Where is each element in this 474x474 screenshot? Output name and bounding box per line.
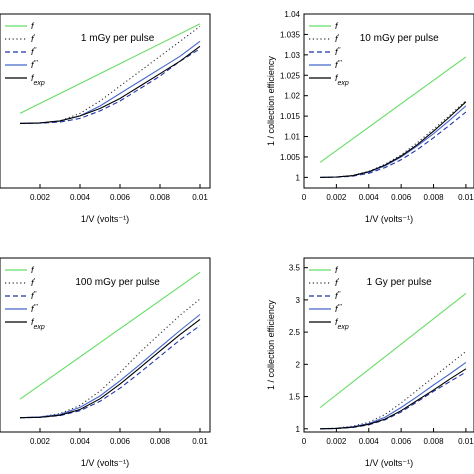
- legend-label: fexp: [335, 317, 349, 331]
- legend-label: f: [335, 265, 339, 275]
- y-tick-label: 1.025: [280, 71, 301, 80]
- y-tick-label: 1.005: [280, 153, 301, 162]
- x-tick-label: 0.002: [30, 437, 51, 446]
- legend-label: f''': [31, 60, 38, 71]
- legend-label: f: [335, 21, 339, 31]
- series-line: [19, 314, 201, 419]
- legend-label: f': [31, 34, 36, 45]
- series-line: [19, 40, 201, 124]
- x-tick-label: 0.004: [359, 437, 380, 446]
- x-tick-label: 0.002: [30, 193, 51, 202]
- y-tick-label: 3.5: [289, 264, 301, 273]
- panel-annotation: 100 mGy per pulse: [75, 277, 160, 288]
- legend-label: f: [31, 265, 35, 275]
- x-tick-label: 0.01: [192, 437, 208, 446]
- y-tick-label: 1.5: [289, 393, 301, 402]
- legend-label: fexp: [335, 73, 349, 87]
- y-tick-label: 1: [296, 425, 301, 434]
- x-tick-label: 0.004: [359, 193, 380, 202]
- x-tick-label: 0.006: [391, 193, 412, 202]
- x-tick-label: 0.002: [326, 193, 347, 202]
- series-line: [320, 350, 467, 430]
- series-line: [320, 105, 467, 178]
- series-line: [320, 100, 467, 178]
- legend-label: f': [31, 278, 36, 289]
- series-line: [19, 45, 201, 124]
- series-line: [19, 271, 201, 400]
- x-tick-label: 0.01: [192, 193, 208, 202]
- x-tick-label: 0.008: [150, 437, 171, 446]
- series-line: [320, 361, 467, 430]
- x-tick-label: 0.01: [458, 437, 474, 446]
- series-line: [19, 23, 201, 114]
- x-tick-label: 0.002: [326, 437, 347, 446]
- x-axis-label: 1/V (volts⁻¹): [365, 214, 413, 224]
- legend-label: f''': [31, 304, 38, 315]
- legend-label: fexp: [31, 317, 45, 331]
- y-tick-label: 1.02: [284, 92, 300, 101]
- plot-frame: [303, 13, 474, 189]
- series-line: [320, 101, 467, 178]
- legend-label: f''': [335, 304, 342, 315]
- y-tick-label: 1.01: [284, 133, 300, 142]
- panel-annotation: 1 Gy per pulse: [367, 277, 432, 288]
- panel-annotation: 10 mGy per pulse: [360, 33, 439, 44]
- y-tick-label: 1: [296, 173, 301, 182]
- legend-label: f'': [335, 291, 341, 302]
- x-tick-label: 0.006: [110, 437, 131, 446]
- chart-panel: 0.002 0.004 0.006 0.008 0.01 1/V (volts⁻¹) f f'…: [0, 13, 211, 224]
- x-tick-label: 0.004: [70, 193, 91, 202]
- series-line: [320, 371, 467, 430]
- x-tick-label: 0: [302, 193, 307, 202]
- y-tick-label: 2: [296, 360, 301, 369]
- chart-panel: 0.002 0.004 0.006 0.008 0.01 1/V (volts⁻¹) f f'…: [0, 257, 211, 468]
- legend-label: f''': [335, 60, 342, 71]
- legend-label: f: [31, 21, 35, 31]
- legend-label: fexp: [31, 73, 45, 87]
- x-tick-label: 0.008: [424, 193, 445, 202]
- series-line: [19, 298, 201, 419]
- series-line: [19, 325, 201, 419]
- y-tick-label: 2.5: [289, 328, 301, 337]
- y-tick-label: 1.015: [280, 112, 301, 121]
- legend-label: f'': [31, 47, 37, 58]
- x-tick-label: 0.008: [150, 193, 171, 202]
- legend-label: f': [335, 34, 340, 45]
- y-axis-label: 1 / collection efficiency: [266, 300, 276, 390]
- x-tick-label: 0.006: [110, 193, 131, 202]
- chart-panel: 0 0.002 0.004 0.006 0.008 0.01 1/V (volts⁻¹) 1 1…: [266, 10, 474, 224]
- panel-annotation: 1 mGy per pulse: [81, 33, 155, 44]
- series-line: [319, 56, 467, 163]
- y-tick-label: 1.03: [284, 51, 300, 60]
- legend-label: f'': [335, 47, 341, 58]
- legend-label: f': [335, 278, 340, 289]
- plot-frame: [0, 13, 211, 189]
- series-line: [320, 368, 467, 430]
- chart-panel: 0 0.002 0.004 0.006 0.008 0.01 1/V (volts⁻¹) 1 1…: [266, 257, 474, 468]
- y-tick-label: 3: [296, 296, 301, 305]
- y-tick-label: 1.035: [280, 30, 301, 39]
- x-tick-label: 0.006: [391, 437, 412, 446]
- x-axis-label: 1/V (volts⁻¹): [365, 458, 413, 468]
- series-line: [319, 292, 467, 408]
- legend-label: f'': [31, 291, 37, 302]
- plot-frame: [303, 257, 474, 433]
- series-line: [19, 48, 201, 124]
- x-tick-label: 0.01: [458, 193, 474, 202]
- x-tick-label: 0: [302, 437, 307, 446]
- y-axis-label: 1 / collection efficiency: [266, 56, 276, 146]
- x-axis-label: 1/V (volts⁻¹): [81, 458, 129, 468]
- x-tick-label: 0.004: [70, 437, 91, 446]
- y-tick-label: 1.04: [284, 10, 300, 19]
- x-tick-label: 0.008: [424, 437, 445, 446]
- x-axis-label: 1/V (volts⁻¹): [81, 214, 129, 224]
- plot-frame: [0, 257, 211, 433]
- series-line: [19, 318, 201, 419]
